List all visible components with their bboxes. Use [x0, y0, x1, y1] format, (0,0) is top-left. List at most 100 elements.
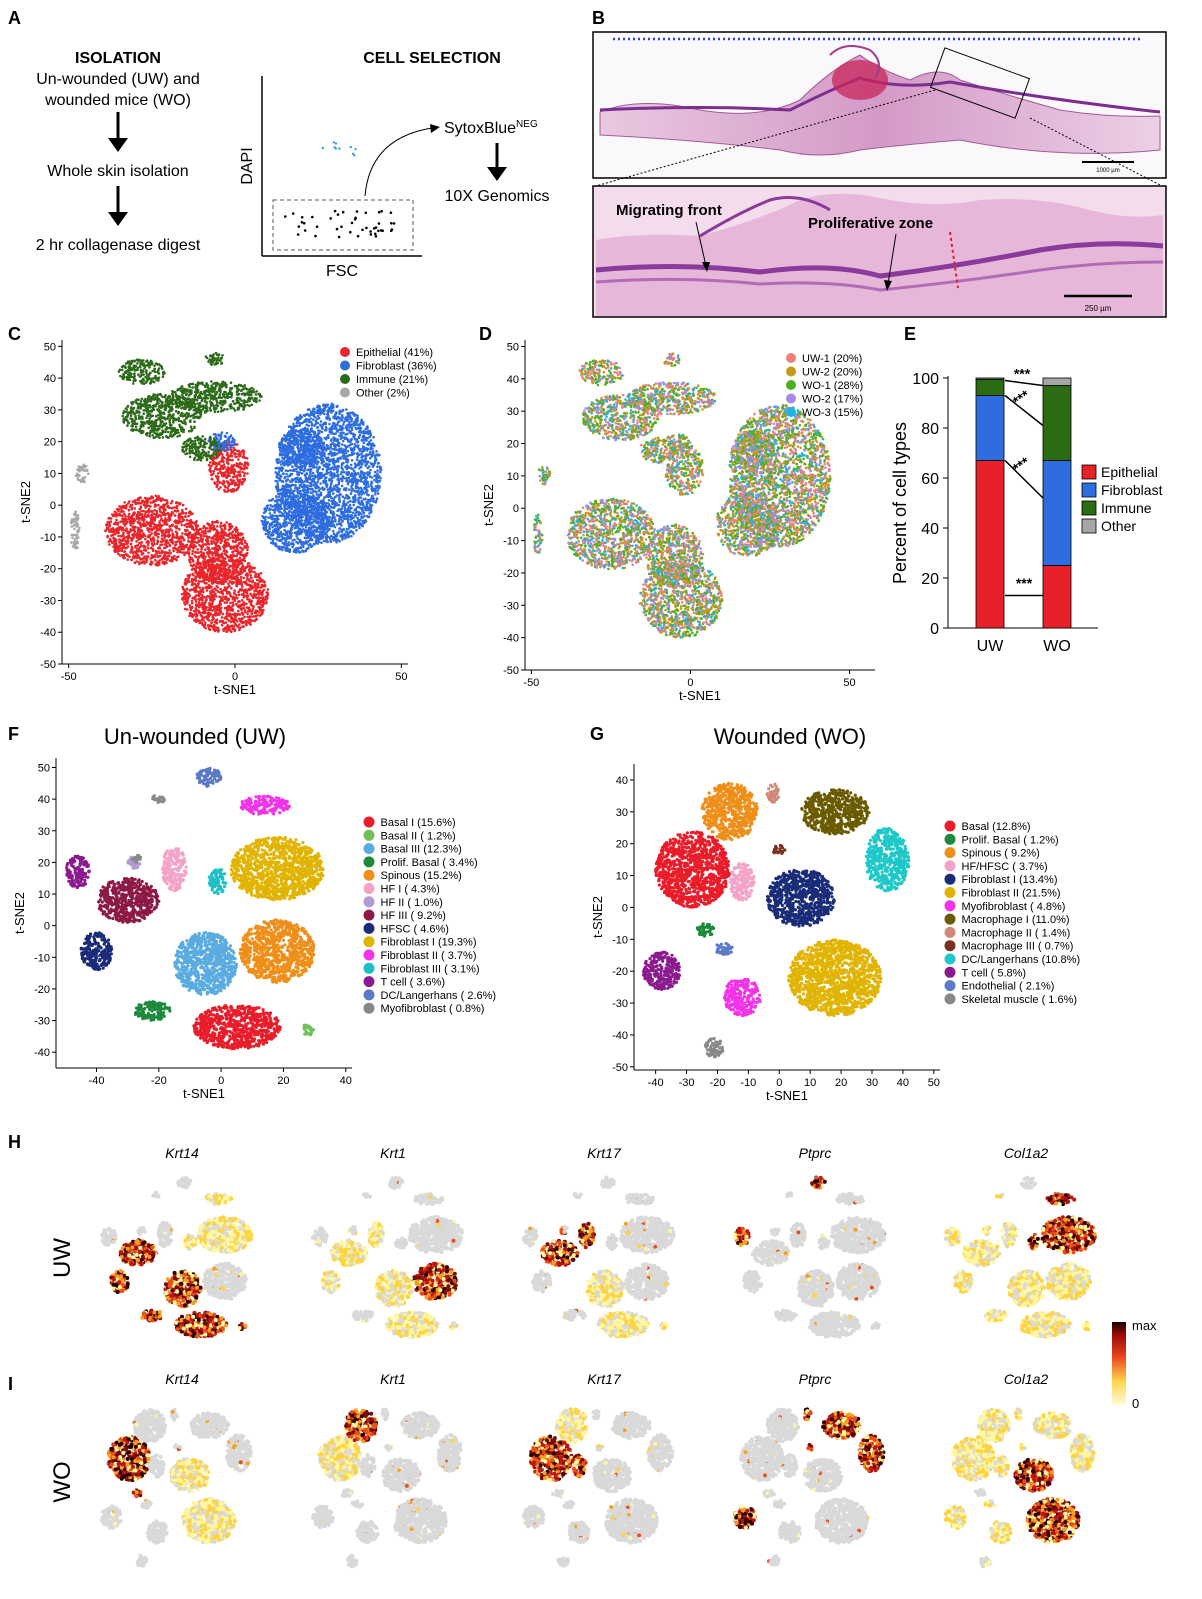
point	[185, 525, 189, 529]
point	[336, 509, 339, 513]
point	[365, 439, 368, 442]
point	[137, 550, 141, 553]
point	[166, 505, 169, 509]
point	[209, 624, 212, 627]
point	[173, 506, 176, 509]
point	[199, 614, 203, 617]
point	[237, 449, 240, 453]
point	[358, 430, 362, 434]
point	[128, 505, 132, 508]
point	[172, 533, 175, 537]
point	[147, 527, 151, 530]
point	[196, 590, 199, 593]
event-dot	[335, 227, 339, 231]
point	[372, 497, 375, 500]
point	[175, 506, 179, 510]
point	[119, 534, 123, 538]
point	[336, 478, 340, 481]
event-dot	[349, 145, 352, 149]
point	[251, 607, 255, 611]
event-dot	[333, 209, 337, 213]
point	[166, 551, 170, 555]
point	[204, 565, 207, 568]
point	[290, 472, 294, 476]
x-tick-label: 50	[395, 671, 407, 683]
point	[207, 547, 210, 551]
point	[295, 467, 298, 471]
point	[133, 519, 137, 522]
point	[217, 534, 220, 538]
point	[123, 501, 126, 504]
point	[197, 555, 201, 559]
point	[350, 451, 354, 454]
point	[164, 539, 167, 542]
point	[299, 415, 303, 419]
point	[221, 455, 224, 459]
point	[143, 562, 146, 565]
histology-zoom-image: 250 µm	[592, 185, 1167, 318]
point	[284, 495, 287, 499]
point	[151, 543, 155, 546]
point	[220, 528, 224, 531]
point	[217, 626, 220, 630]
point	[248, 570, 252, 574]
point	[122, 517, 125, 521]
point	[143, 557, 146, 560]
point	[328, 536, 332, 539]
point	[200, 531, 204, 534]
point	[210, 621, 213, 624]
point	[228, 559, 232, 563]
point	[241, 536, 245, 539]
event-dot	[334, 147, 337, 150]
point	[336, 465, 339, 468]
point	[111, 533, 115, 537]
point	[176, 540, 179, 543]
point	[282, 485, 286, 489]
point	[348, 488, 351, 491]
point	[214, 467, 217, 471]
point	[352, 503, 356, 507]
point	[198, 561, 202, 565]
event-dot	[390, 228, 394, 231]
point	[244, 622, 248, 626]
point	[338, 434, 341, 438]
point	[154, 549, 158, 553]
point	[186, 528, 189, 532]
point	[225, 601, 229, 604]
point	[174, 530, 178, 533]
y-tick-label: -50	[40, 659, 56, 671]
point	[166, 541, 170, 545]
point	[243, 569, 247, 573]
event-dot	[329, 217, 333, 220]
point	[159, 515, 163, 518]
x-tick-label: -50	[61, 671, 77, 683]
point	[229, 601, 232, 605]
point	[183, 593, 186, 596]
point	[227, 543, 231, 547]
point	[239, 575, 243, 579]
point	[230, 616, 233, 619]
point	[195, 604, 199, 608]
point	[130, 507, 134, 511]
point	[192, 578, 195, 582]
point	[255, 617, 258, 621]
point	[331, 424, 335, 428]
point	[246, 578, 249, 581]
point	[251, 580, 255, 583]
point	[139, 541, 142, 545]
event-dot	[374, 226, 378, 229]
point	[318, 408, 321, 411]
point	[130, 558, 133, 562]
point	[325, 417, 329, 421]
point	[352, 495, 355, 499]
point	[309, 491, 313, 494]
point	[161, 498, 165, 502]
point	[207, 555, 211, 558]
point	[162, 560, 166, 564]
point	[248, 615, 252, 618]
point	[225, 480, 229, 483]
point	[215, 531, 218, 534]
point	[172, 557, 175, 561]
point	[325, 483, 329, 487]
point	[220, 616, 224, 619]
